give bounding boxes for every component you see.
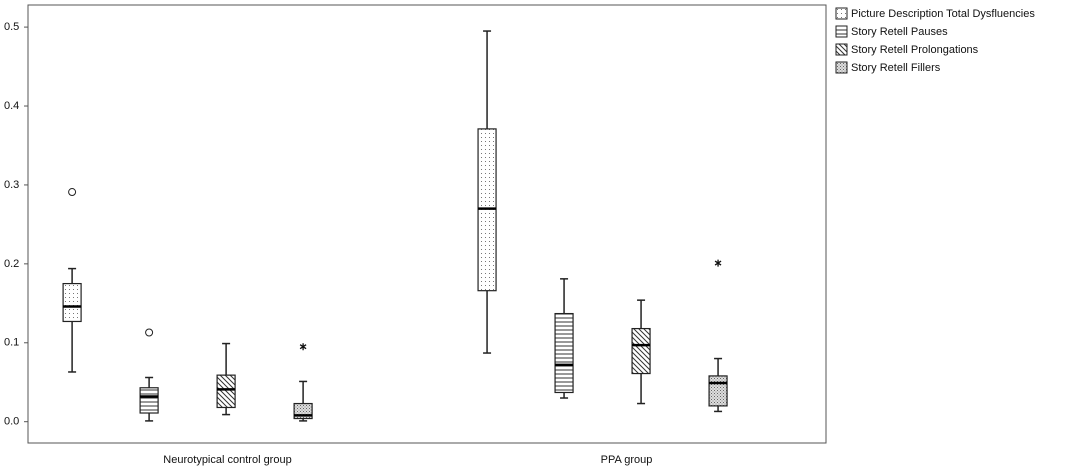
legend-label: Story Retell Fillers (851, 62, 941, 74)
legend-swatch (835, 25, 848, 38)
box (216, 374, 236, 409)
legend-label: Picture Description Total Dysfluencies (851, 8, 1035, 20)
y-tick-label: 0.1 (4, 337, 19, 349)
box (139, 387, 159, 414)
y-tick-label: 0.0 (4, 416, 19, 428)
legend-swatch (835, 61, 848, 74)
plot-frame (27, 4, 827, 444)
x-tick-label: Neurotypical control group (163, 454, 291, 466)
y-tick-label: 0.2 (4, 258, 19, 270)
y-tick-label: 0.3 (4, 179, 19, 191)
outlier (145, 328, 154, 337)
extreme (714, 259, 722, 267)
extreme (299, 343, 307, 351)
y-tick-label: 0.4 (4, 100, 19, 112)
box (631, 327, 651, 375)
box (554, 312, 574, 394)
legend-label: Story Retell Prolongations (851, 44, 979, 56)
box (708, 375, 728, 407)
x-tick-label: PPA group (601, 454, 653, 466)
y-tick-label: 0.5 (4, 21, 19, 33)
outlier (68, 188, 77, 197)
box (62, 282, 82, 323)
legend-swatch (835, 7, 848, 20)
legend-label: Story Retell Pauses (851, 26, 948, 38)
legend-swatch (835, 43, 848, 56)
